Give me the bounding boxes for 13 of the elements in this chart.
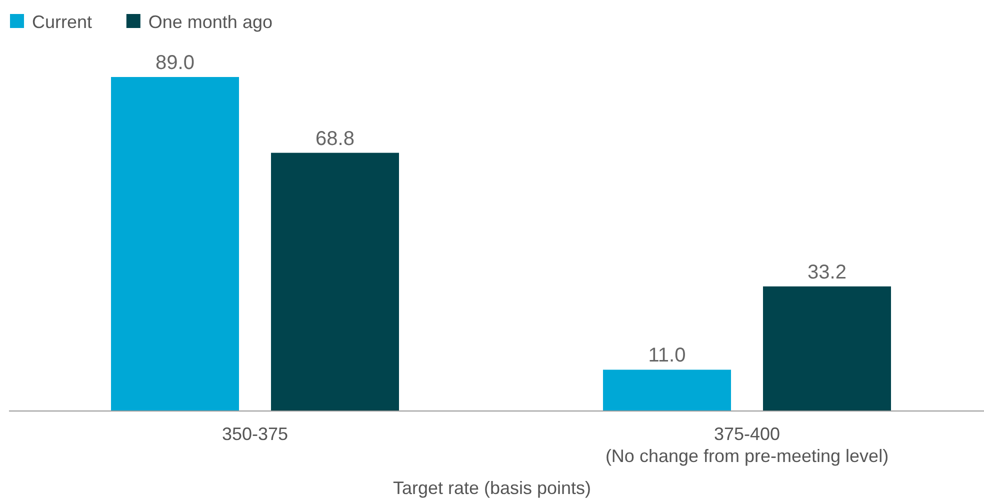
bar — [271, 152, 399, 411]
x-tick-label: 375-400 (No change from pre-meeting level) — [605, 424, 889, 466]
bar — [111, 77, 239, 411]
bar — [603, 370, 731, 411]
bar — [763, 286, 891, 411]
data-label: 68.8 — [316, 128, 354, 150]
data-label: 11.0 — [648, 344, 686, 367]
x-axis-title: Target rate (basis points) — [392, 478, 592, 498]
data-label: 89.0 — [156, 52, 194, 74]
legend-label: Current — [32, 12, 92, 32]
legend-label: One month ago — [148, 12, 272, 32]
data-label: 33.2 — [808, 261, 846, 284]
x-tick-label: 350-375 — [222, 424, 288, 444]
